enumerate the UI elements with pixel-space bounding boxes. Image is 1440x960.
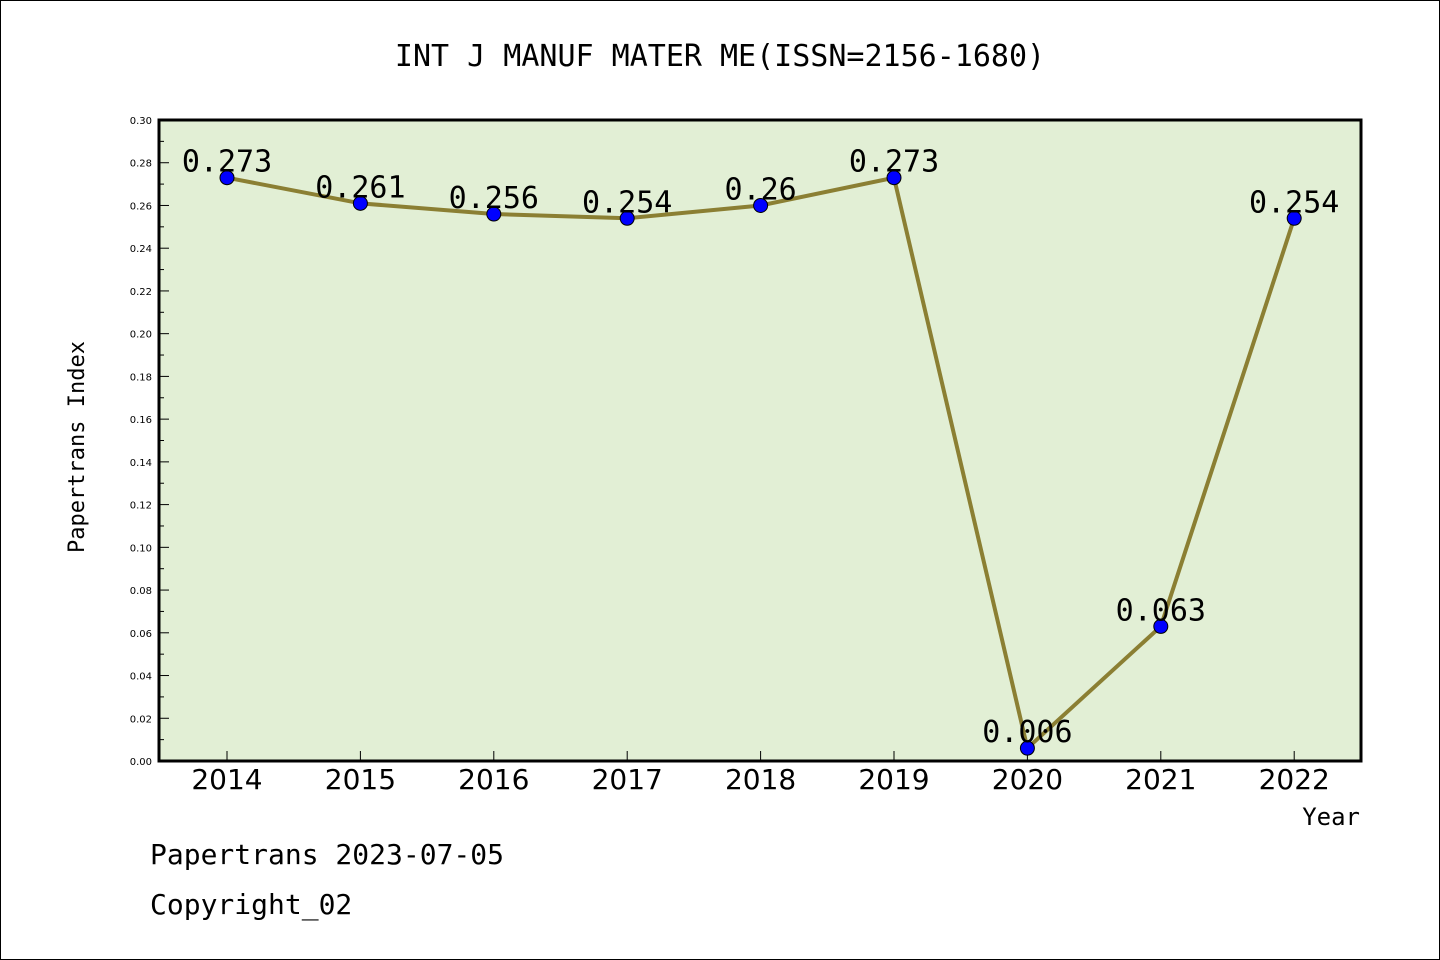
y-tick-label: 0.28 bbox=[130, 159, 152, 170]
y-tick-label: 0.02 bbox=[130, 714, 152, 725]
x-tick-label: 2021 bbox=[1125, 763, 1196, 796]
data-label: 0.256 bbox=[449, 181, 539, 216]
x-tick-label: 2022 bbox=[1259, 763, 1330, 796]
x-axis-label: Year bbox=[1302, 803, 1360, 831]
y-tick-label: 0.12 bbox=[130, 501, 152, 512]
data-point bbox=[886, 170, 902, 186]
data-label: 0.261 bbox=[315, 170, 405, 205]
y-tick-label: 0.18 bbox=[130, 372, 152, 383]
y-tick-label: 0.04 bbox=[130, 672, 152, 683]
footer-date: Papertrans 2023-07-05 bbox=[150, 838, 504, 871]
data-label: 0.273 bbox=[182, 145, 272, 180]
data-point bbox=[1286, 210, 1302, 226]
x-tick-label: 2017 bbox=[592, 763, 663, 796]
y-tick-label: 0.20 bbox=[130, 330, 152, 341]
y-tick-label: 0.14 bbox=[130, 458, 152, 469]
x-tick-label: 2019 bbox=[858, 763, 929, 796]
y-tick-label: 0.24 bbox=[130, 244, 152, 255]
markers-group bbox=[219, 170, 1302, 756]
y-tick-label: 0.08 bbox=[130, 586, 152, 597]
y-tick-label: 0.10 bbox=[130, 543, 152, 554]
data-labels-group: 0.273 0.261 0.256 0.254 0.26 0.273 0.006 0.063 0… bbox=[182, 145, 1340, 750]
y-tick-label: 0.00 bbox=[130, 757, 152, 768]
x-axis: 2014 2015 2016 2017 2018 2019 2020 2021 2022 bbox=[191, 751, 1330, 796]
data-label: 0.273 bbox=[849, 145, 939, 180]
x-tick-label: 2014 bbox=[191, 763, 262, 796]
data-label: 0.063 bbox=[1116, 593, 1206, 628]
y-axis-label: Papertrans Index bbox=[65, 341, 90, 553]
y-axis: 0.00 0.02 0.04 0.06 0.08 0.10 0.12 0.14 0.16 0.18… bbox=[130, 116, 169, 768]
footer-copyright: Copyright_02 bbox=[150, 888, 352, 922]
x-tick-label: 2015 bbox=[325, 763, 396, 796]
y-tick-label: 0.26 bbox=[130, 201, 152, 212]
x-tick-label: 2016 bbox=[458, 763, 529, 796]
plot-area bbox=[157, 118, 1363, 763]
data-point bbox=[352, 195, 368, 211]
y-tick-label: 0.16 bbox=[130, 415, 152, 426]
data-point bbox=[486, 206, 502, 222]
x-tick-label: 2020 bbox=[992, 763, 1063, 796]
y-tick-label: 0.30 bbox=[130, 116, 152, 127]
data-label: 0.254 bbox=[1249, 185, 1339, 220]
data-point bbox=[1019, 740, 1035, 756]
data-point bbox=[219, 170, 235, 186]
data-label: 0.006 bbox=[982, 715, 1072, 750]
y-tick-label: 0.22 bbox=[130, 287, 152, 298]
data-label: 0.26 bbox=[724, 172, 796, 207]
data-point bbox=[753, 197, 769, 213]
data-point bbox=[1153, 618, 1169, 634]
x-tick-label: 2018 bbox=[725, 763, 796, 796]
y-tick-label: 0.06 bbox=[130, 629, 152, 640]
data-label: 0.254 bbox=[582, 185, 672, 220]
data-point bbox=[619, 210, 635, 226]
chart-title: INT J MANUF MATER ME(ISSN=2156-1680) bbox=[395, 39, 1045, 74]
